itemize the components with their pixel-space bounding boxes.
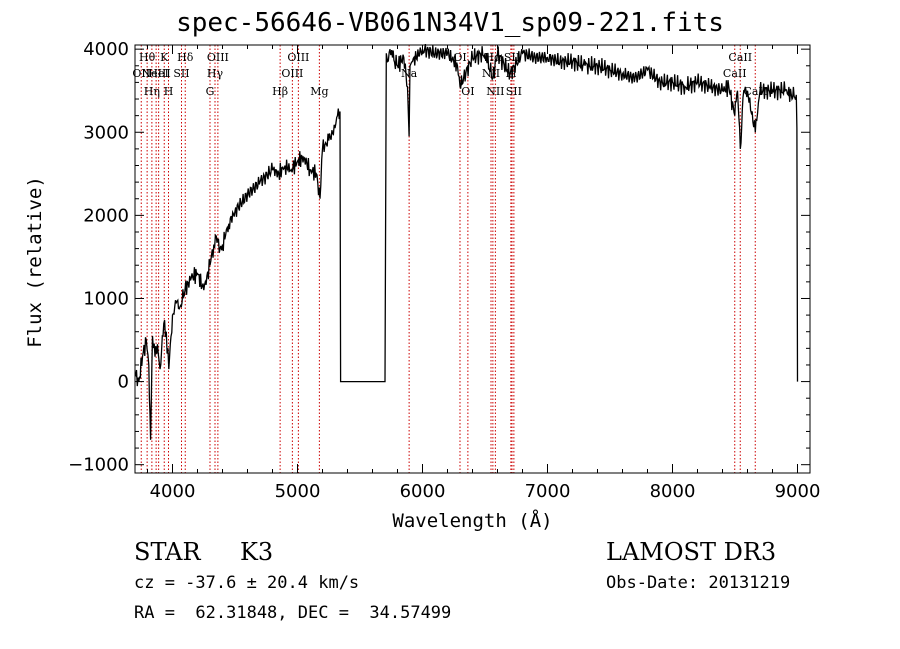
line-marker-label-8: Hδ [177, 51, 194, 64]
line-marker-label-4: HeI [148, 67, 168, 80]
line-marker-label-15: Mg [310, 85, 328, 98]
line-marker-label-5: K [160, 51, 169, 64]
x-tick-label-6000: 6000 [400, 481, 446, 502]
axis-ticks: 4000 5000 6000 7000 8000 9000 −1000 0 1000 2000 30… [68, 39, 820, 502]
y-tick-label-3000: 3000 [83, 122, 129, 143]
line-marker-label-11: OIII [207, 51, 229, 64]
survey-name: LAMOST DR3 [606, 538, 777, 566]
x-axis-label: Wavelength (Å) [392, 510, 553, 532]
line-marker-label-22: Li [505, 67, 516, 80]
line-marker-label-24: SII [506, 85, 522, 98]
x-tick-label-9000: 9000 [775, 481, 821, 502]
line-marker-label-7: SII [173, 67, 189, 80]
line-marker-label-9: G [206, 85, 215, 98]
object-class: STAR [134, 538, 201, 566]
y-tick-label-0: 0 [118, 372, 129, 393]
line-marker-label-6: H [164, 85, 174, 98]
line-marker-label-25: CaII [723, 67, 747, 80]
obs-date: Obs-Date: 20131219 [606, 573, 791, 593]
x-tick-label-4000: 4000 [150, 481, 196, 502]
line-marker-label-3: NeIII [142, 67, 171, 80]
line-marker-label-10: Hγ [207, 67, 224, 80]
x-tick-label-7000: 7000 [525, 481, 571, 502]
line-marker-label-13: OIII [281, 67, 303, 80]
spectral-line-markers [140, 45, 756, 473]
line-marker-label-17: OI [453, 51, 466, 64]
line-marker-label-14: OIII [287, 51, 309, 64]
line-marker-label-21: NII [486, 85, 504, 98]
x-tick-label-8000: 8000 [650, 481, 696, 502]
y-tick-label-1000: 1000 [83, 288, 129, 309]
x-tick-label-5000: 5000 [275, 481, 321, 502]
y-axis-label: Flux (relative) [24, 176, 46, 348]
line-marker-label-26: CaII [728, 51, 752, 64]
axes-frame [134, 44, 811, 474]
line-marker-label-1: Hθ [139, 51, 156, 64]
object-subclass: K3 [240, 538, 274, 566]
y-tick-label-4000: 4000 [83, 39, 129, 60]
flux-series-line [134, 44, 799, 440]
plot-frame [134, 44, 811, 474]
line-marker-label-0: OII [132, 67, 150, 80]
y-tick-label--1000: −1000 [68, 455, 129, 476]
coordinates-readout: RA = 62.31848, DEC = 34.57499 [134, 603, 452, 623]
chart-title: spec-56646-VB061N34V1_sp09-221.fits [176, 8, 724, 38]
line-marker-label-12: Hβ [272, 85, 288, 98]
redshift-readout: cz = -37.6 ± 20.4 km/s [134, 573, 360, 593]
y-tick-label-2000: 2000 [83, 205, 129, 226]
line-marker-label-2: Hη [144, 85, 160, 98]
line-marker-label-18: OI [461, 85, 474, 98]
